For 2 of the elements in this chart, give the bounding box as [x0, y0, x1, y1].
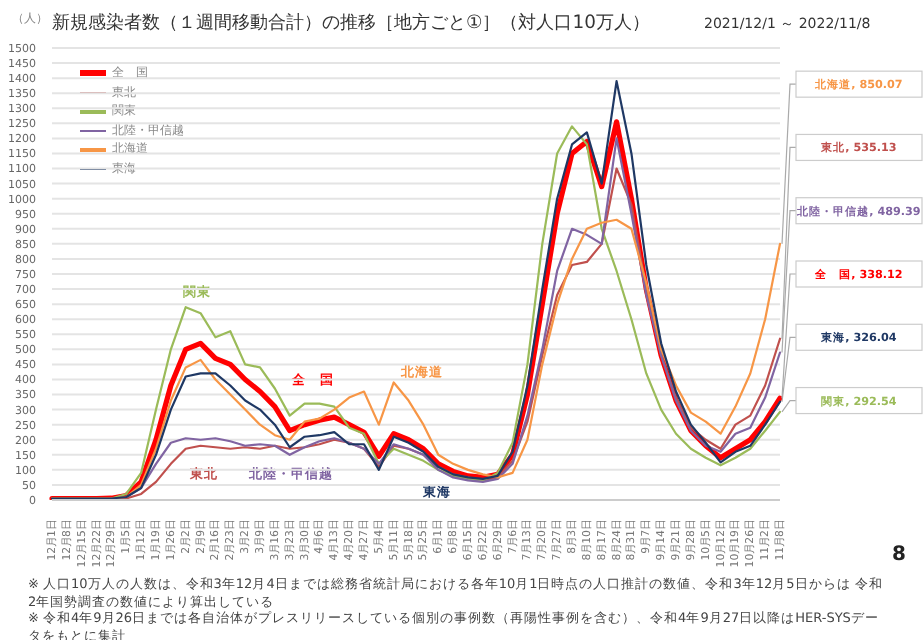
text: 8 [892, 544, 906, 566]
chart-title: 新規感染者数（１週間移動合計）の推移［地方ごと①］（対人口10万人） [52, 10, 650, 36]
